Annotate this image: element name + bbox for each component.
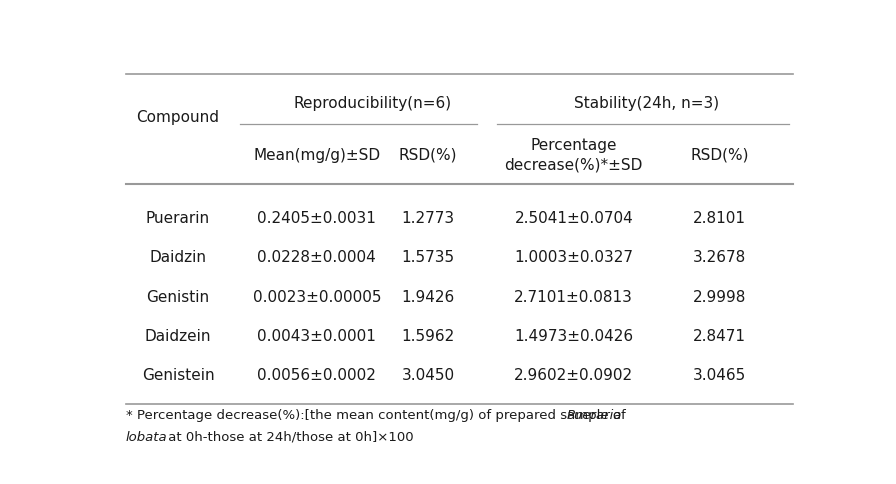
Text: Puerarin: Puerarin (146, 211, 210, 226)
Text: RSD(%): RSD(%) (399, 148, 457, 163)
Text: Stability(24h, n=3): Stability(24h, n=3) (574, 95, 719, 110)
Text: RSD(%): RSD(%) (690, 148, 749, 163)
Text: Genistin: Genistin (146, 289, 210, 304)
Text: Mean(mg/g)±SD: Mean(mg/g)±SD (254, 148, 381, 163)
Text: 2.8471: 2.8471 (694, 328, 746, 343)
Text: 2.9602±0.0902: 2.9602±0.0902 (514, 367, 633, 382)
Text: Percentage
decrease(%)*±SD: Percentage decrease(%)*±SD (504, 138, 643, 172)
Text: 1.5735: 1.5735 (401, 250, 454, 265)
Text: 3.0465: 3.0465 (693, 367, 746, 382)
Text: 2.9998: 2.9998 (693, 289, 746, 304)
Text: 2.7101±0.0813: 2.7101±0.0813 (514, 289, 633, 304)
Text: 1.4973±0.0426: 1.4973±0.0426 (514, 328, 633, 343)
Text: at 0h-those at 24h/those at 0h]×100: at 0h-those at 24h/those at 0h]×100 (164, 430, 414, 443)
Text: 3.0450: 3.0450 (401, 367, 454, 382)
Text: 1.9426: 1.9426 (401, 289, 454, 304)
Text: 0.0056±0.0002: 0.0056±0.0002 (257, 367, 376, 382)
Text: 0.0023±0.00005: 0.0023±0.00005 (253, 289, 381, 304)
Text: 0.2405±0.0031: 0.2405±0.0031 (257, 211, 376, 226)
Text: 1.0003±0.0327: 1.0003±0.0327 (514, 250, 633, 265)
Text: 0.0043±0.0001: 0.0043±0.0001 (257, 328, 376, 343)
Text: 3.2678: 3.2678 (693, 250, 746, 265)
Text: 2.5041±0.0704: 2.5041±0.0704 (514, 211, 633, 226)
Text: Genistein: Genistein (142, 367, 214, 382)
Text: 1.5962: 1.5962 (401, 328, 454, 343)
Text: Daidzin: Daidzin (150, 250, 206, 265)
Text: Reproducibility(n=6): Reproducibility(n=6) (293, 95, 452, 110)
Text: Daidzein: Daidzein (145, 328, 211, 343)
Text: * Percentage decrease(%):[the mean content(mg/g) of prepared sample of: * Percentage decrease(%):[the mean conte… (125, 408, 630, 422)
Text: Compound: Compound (136, 110, 220, 125)
Text: 1.2773: 1.2773 (401, 211, 454, 226)
Text: Pueraria: Pueraria (567, 408, 622, 422)
Text: 2.8101: 2.8101 (694, 211, 746, 226)
Text: 0.0228±0.0004: 0.0228±0.0004 (257, 250, 376, 265)
Text: lobata: lobata (125, 430, 168, 443)
